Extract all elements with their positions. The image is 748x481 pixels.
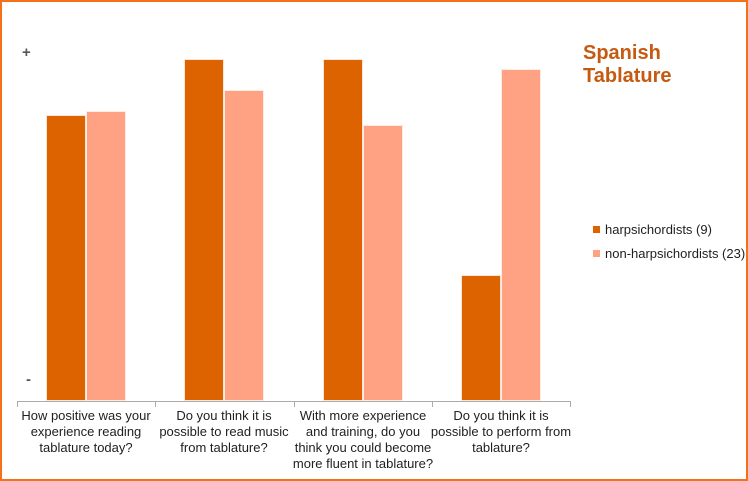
legend-swatch-non-harpsichordists bbox=[593, 250, 600, 257]
bar-harpsichordists-q1 bbox=[46, 115, 86, 401]
category-label-q2: Do you think it is possible to read music… bbox=[159, 408, 289, 455]
category-label-q4: Do you think it is possible to perform fr… bbox=[430, 408, 572, 455]
category-label-q3: With more experience and training, do you… bbox=[292, 408, 434, 471]
legend-swatch-harpsichordists bbox=[593, 226, 600, 233]
x-axis-tick bbox=[570, 401, 571, 407]
category-label-q1: How positive was your experience reading t… bbox=[21, 408, 151, 455]
legend-item-harpsichordists: harpsichordists (9) bbox=[593, 222, 745, 237]
bar-harpsichordists-q4 bbox=[461, 275, 501, 401]
legend: harpsichordists (9) non-harpsichordists … bbox=[593, 222, 745, 270]
y-axis-plus-label: + bbox=[22, 44, 31, 61]
legend-label-non-harpsichordists: non-harpsichordists (23) bbox=[605, 246, 746, 261]
legend-label-harpsichordists: harpsichordists (9) bbox=[605, 222, 712, 237]
x-axis-tick bbox=[294, 401, 295, 407]
bar-harpsichordists-q2 bbox=[184, 59, 224, 401]
bar-non-harpsichordists-q2 bbox=[224, 90, 264, 401]
x-axis-tick bbox=[432, 401, 433, 407]
y-axis-minus-label: - bbox=[26, 371, 31, 388]
x-axis-tick bbox=[155, 401, 156, 407]
chart-title: Spanish Tablature bbox=[583, 42, 672, 87]
x-axis-tick bbox=[17, 401, 18, 407]
bar-non-harpsichordists-q4 bbox=[501, 69, 541, 401]
bar-non-harpsichordists-q3 bbox=[363, 125, 403, 401]
bar-non-harpsichordists-q1 bbox=[86, 111, 126, 401]
legend-item-non-harpsichordists: non-harpsichordists (23) bbox=[593, 246, 745, 261]
bar-harpsichordists-q3 bbox=[323, 59, 363, 401]
